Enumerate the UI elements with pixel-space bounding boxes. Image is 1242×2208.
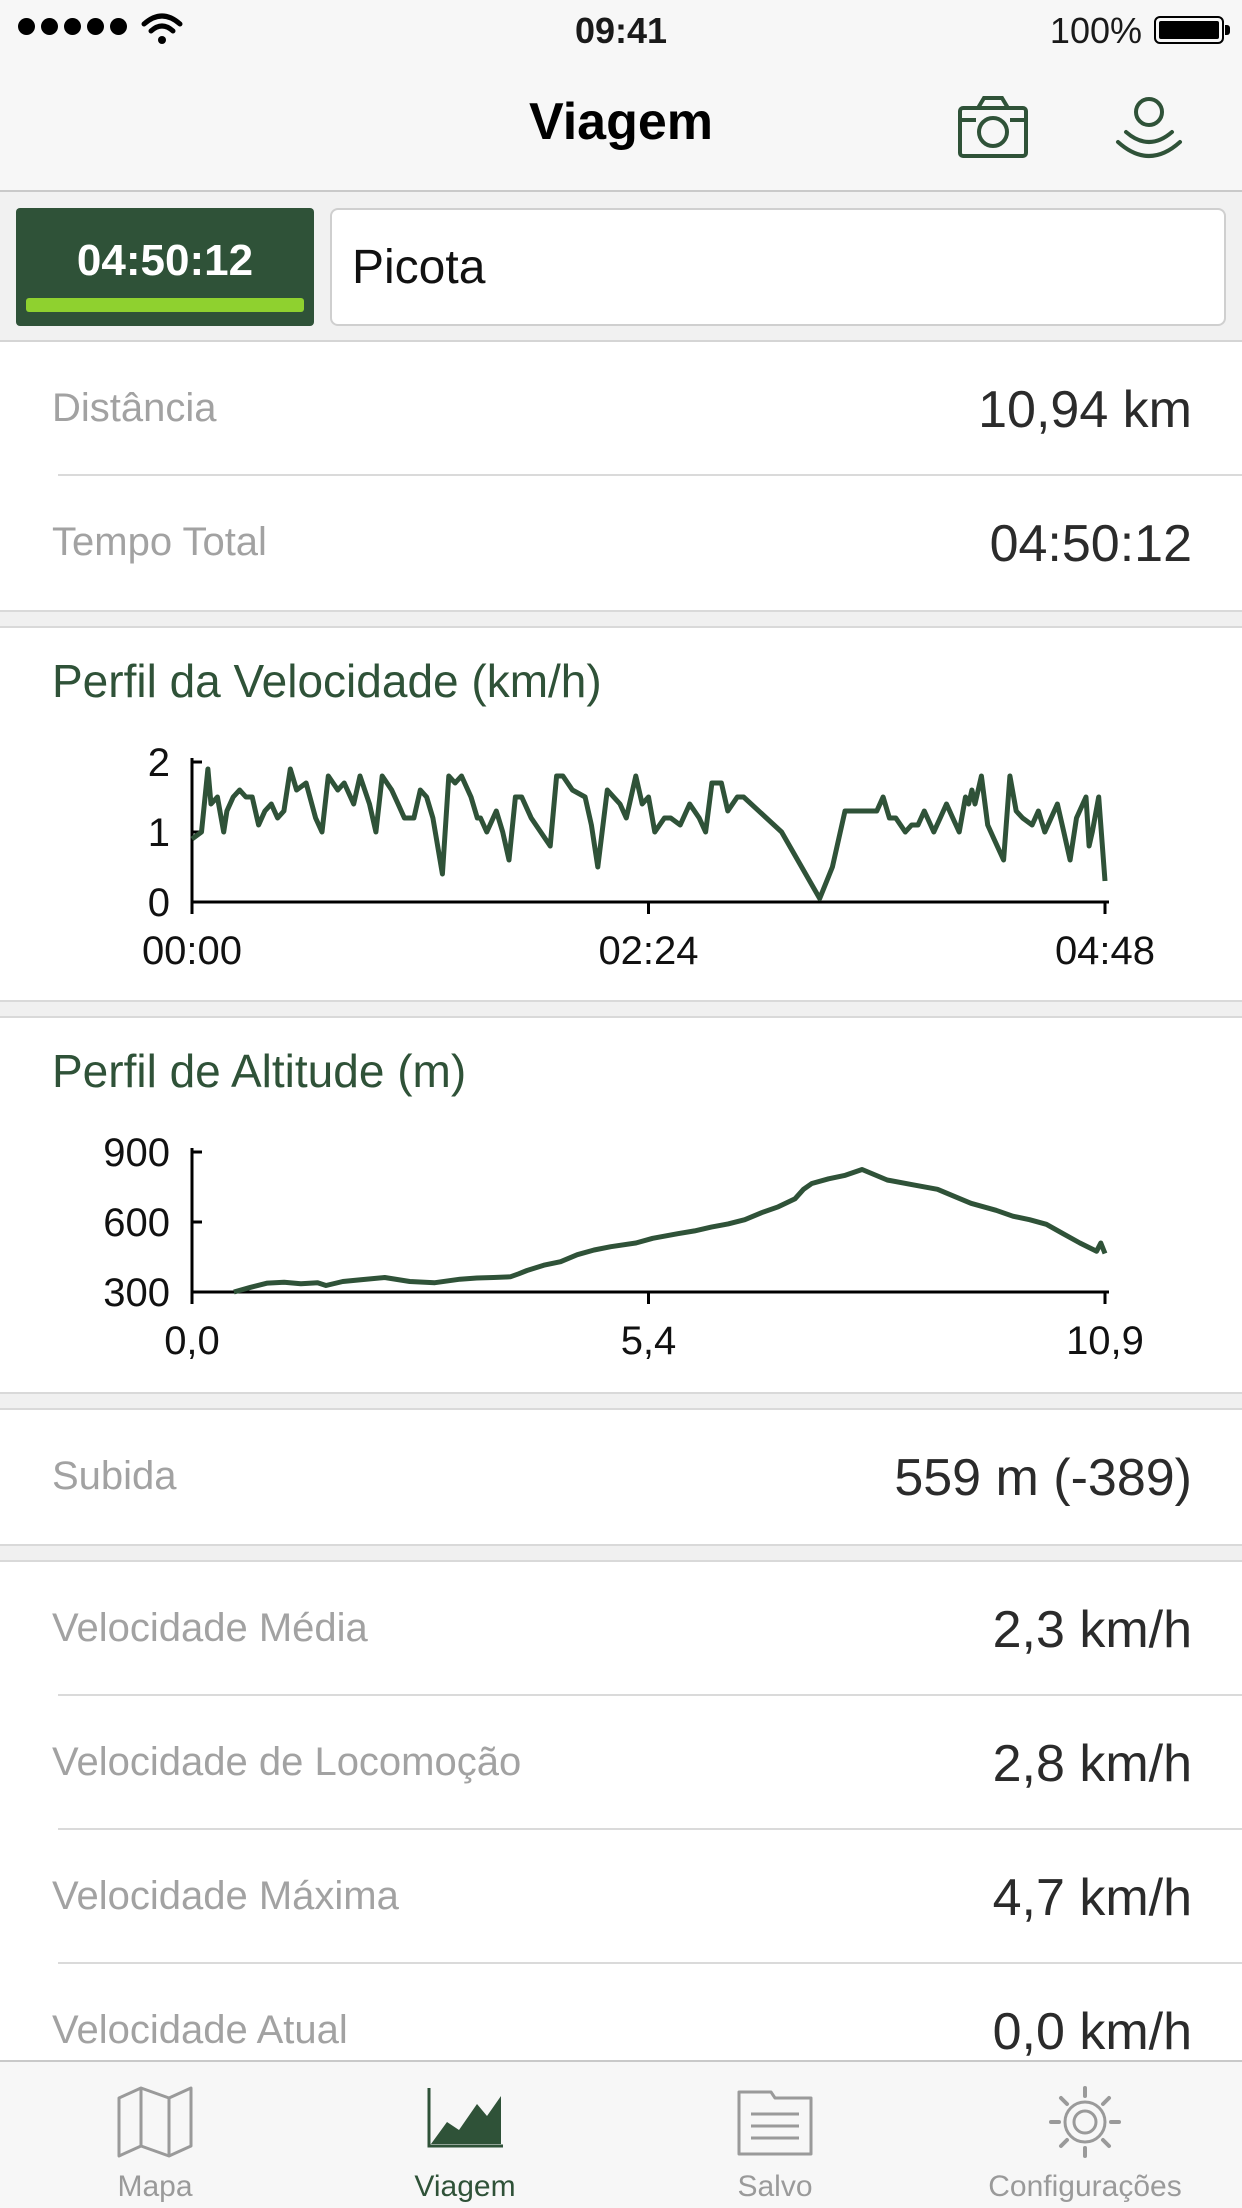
stat-row-moving-speed: Velocidade de Locomoção 2,8 km/h <box>0 1696 1242 1830</box>
speed-profile-section: Perfil da Velocidade (km/h) 2 1 0 00:00 02:2… <box>0 628 1242 1000</box>
speed-series-line <box>190 766 1108 901</box>
altitude-series-line <box>233 1167 1108 1295</box>
tab-label: Mapa <box>117 2170 193 2203</box>
stat-value: 559 m (-389) <box>894 1449 1192 1507</box>
stat-label: Velocidade Atual <box>52 2008 348 2052</box>
stat-value: 2,3 km/h <box>992 1601 1192 1659</box>
stat-value: 04:50:12 <box>989 515 1192 573</box>
map-icon <box>117 2086 193 2158</box>
stat-value: 4,7 km/h <box>992 1869 1192 1927</box>
section-gap <box>0 1544 1242 1562</box>
altitude-x-tick-label: 0,0 <box>164 1319 220 1363</box>
trip-header: 04:50:12 <box>0 192 1242 342</box>
stat-row-current-speed: Velocidade Atual 0,0 km/h <box>0 1964 1242 2060</box>
tab-bar: Mapa Viagem Salvo <box>0 2060 1242 2208</box>
speed-x-tick-label: 02:24 <box>598 929 698 973</box>
speed-chart: 2 1 000:00 02:24 04:48 <box>142 741 1155 973</box>
section-gap <box>0 1000 1242 1018</box>
stat-label: Velocidade Média <box>52 1606 368 1650</box>
battery-icon <box>1154 16 1230 44</box>
status-time: 09:41 <box>574 10 668 51</box>
altitude-profile-section: Perfil de Altitude (m) 900 600 300 0,0 5,4 10… <box>0 1018 1242 1392</box>
altitude-chart-title: Perfil de Altitude (m) <box>52 1045 467 1097</box>
speed-y-tick-label: 0 <box>148 881 170 925</box>
stat-row-max-speed: Velocidade Máxima 4,7 km/h <box>0 1830 1242 1964</box>
wifi-icon <box>141 13 183 44</box>
altitude-x-tick-label: 5,4 <box>621 1319 677 1363</box>
stat-row-climb: Subida 559 m (-389) <box>0 1410 1242 1544</box>
stat-value: 10,94 km <box>978 381 1192 439</box>
speed-x-tick-label: 00:00 <box>142 929 242 973</box>
altitude-x-tick-label: 10,9 <box>1066 1319 1144 1363</box>
tab-saved[interactable]: Salvo <box>620 2062 930 2208</box>
altitude-y-tick-label: 600 <box>103 1201 170 1245</box>
tab-label: Viagem <box>414 2170 516 2203</box>
tab-map[interactable]: Mapa <box>0 2062 310 2208</box>
folder-icon <box>737 2090 813 2156</box>
speed-y-tick-label: 1 <box>148 811 170 855</box>
stat-row-total-time: Tempo Total 04:50:12 <box>0 476 1242 610</box>
status-bar: 09:41 100% <box>0 0 1242 62</box>
altitude-y-tick-label: 900 <box>103 1131 170 1175</box>
section-gap <box>0 610 1242 628</box>
stat-value: 0,0 km/h <box>992 2003 1192 2060</box>
stat-label: Distância <box>52 386 217 430</box>
cell-signal-icon <box>18 18 127 35</box>
stat-value: 2,8 km/h <box>992 1735 1192 1793</box>
stat-label: Subida <box>52 1454 177 1498</box>
speed-y-tick-label: 2 <box>148 741 170 785</box>
tab-settings[interactable]: Configurações <box>930 2062 1240 2208</box>
timer-button[interactable]: 04:50:12 <box>16 208 314 326</box>
tab-label: Configurações <box>988 2170 1182 2203</box>
altitude-y-tick-label: 300 <box>103 1271 170 1315</box>
stat-row-avg-speed: Velocidade Média 2,3 km/h <box>0 1562 1242 1696</box>
stats-top: Distância 10,94 km Tempo Total 04:50:12 <box>0 342 1242 610</box>
chart-area-icon <box>427 2088 503 2148</box>
tab-label: Salvo <box>737 2170 813 2203</box>
speed-x-tick-label: 04:48 <box>1055 929 1155 973</box>
elapsed-time: 04:50:12 <box>76 236 254 285</box>
section-gap <box>0 1392 1242 1410</box>
location-person-icon[interactable] <box>1112 92 1186 162</box>
stat-label: Tempo Total <box>52 520 267 564</box>
stat-row-distance: Distância 10,94 km <box>0 342 1242 476</box>
speed-chart-title: Perfil da Velocidade (km/h) <box>52 655 602 707</box>
camera-icon[interactable] <box>956 92 1030 162</box>
battery-percent: 100% <box>1049 10 1142 51</box>
stats-speed: Velocidade Média 2,3 km/h Velocidade de … <box>0 1562 1242 2060</box>
nav-bar: Viagem <box>0 62 1242 192</box>
trip-name-input[interactable] <box>330 208 1226 326</box>
tab-trip[interactable]: Viagem <box>310 2062 620 2208</box>
timer-progress-bar <box>26 298 304 312</box>
gear-icon <box>1049 2086 1121 2158</box>
page-title: Viagem <box>528 93 714 151</box>
stat-label: Velocidade Máxima <box>52 1874 399 1918</box>
stats-climb: Subida 559 m (-389) <box>0 1410 1242 1544</box>
stat-label: Velocidade de Locomoção <box>52 1740 522 1784</box>
